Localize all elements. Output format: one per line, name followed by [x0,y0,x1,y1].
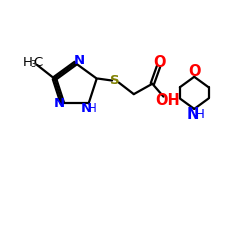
Text: S: S [110,74,120,87]
Text: N: N [74,54,85,67]
Text: H: H [23,56,33,70]
Text: N: N [187,107,199,122]
Text: 3: 3 [30,60,35,70]
Text: H: H [195,108,204,121]
Text: N: N [80,102,92,115]
Text: H: H [88,102,97,115]
Text: O: O [153,54,165,70]
Text: OH: OH [156,93,180,108]
Text: C: C [33,56,42,70]
Text: N: N [54,97,64,110]
Text: O: O [188,64,200,79]
